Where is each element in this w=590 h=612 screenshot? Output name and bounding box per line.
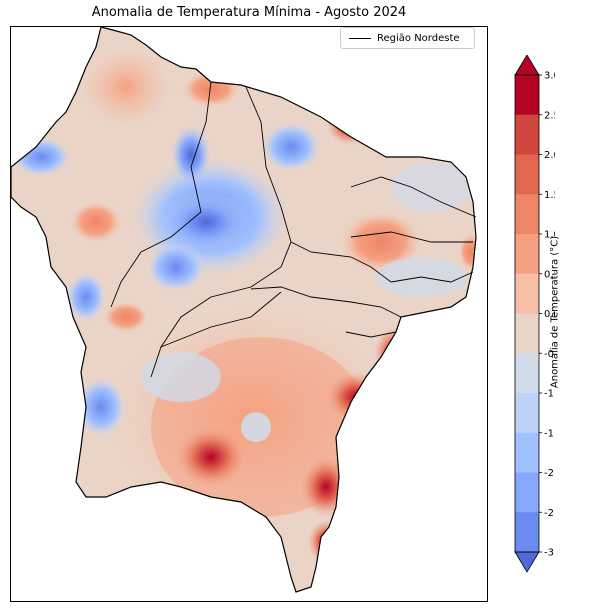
colorbar-band [515,393,539,434]
colorbar-band [515,194,539,235]
colorbar-band [515,353,539,394]
colorbar-tick-label: 0.0 [544,309,555,320]
colorbar-extend-top [514,55,540,76]
colorbar-tick-label: 0.5 [544,269,555,280]
colorbar-band [515,114,539,155]
colorbar-band [515,234,539,275]
chart-title: Anomalia de Temperatura Mínima - Agosto … [91,5,407,20]
colorbar-tick-label: 2.0 [544,150,555,161]
colorbar-tick-label: 3.0 [544,71,555,82]
colorbar-band [515,273,539,314]
colorbar-band [515,313,539,354]
legend-label: Região Nordeste [377,32,460,44]
colorbar-band [515,75,539,116]
legend-line-symbol [349,37,371,39]
colorbar-band [515,154,539,195]
colorbar-band [515,472,539,513]
colorbar-tick-label: -3.0 [544,548,555,559]
map-canvas [11,27,477,593]
map-frame [10,26,488,602]
region-outline [11,27,477,593]
colorbar-tick-label: -1.0 [544,389,555,400]
colorbar-band [515,512,539,553]
colorbar-extend-bottom [514,551,540,573]
colorbar-label: Anomalia de Temperatura (°C) [549,235,561,389]
colorbar: 3.0 2.5 2.0 1.5 1.0 0.5 0.0 -0.5 -1.0 -1.5 -2.0 -2.… [514,55,555,573]
state-borders [110,81,477,378]
colorbar-tick-label: 2.5 [544,110,555,121]
colorbar-tick-label: -2.0 [544,468,555,479]
map-legend: Região Nordeste [340,27,475,49]
colorbar-tick-label: -0.5 [544,349,555,360]
colorbar-band [515,432,539,473]
colorbar-tick-label: -1.5 [544,428,555,439]
colorbar-tick-label: 1.5 [544,190,555,201]
colorbar-tick-label: -2.5 [544,508,555,519]
colorbar-tick-label: 1.0 [544,230,555,241]
